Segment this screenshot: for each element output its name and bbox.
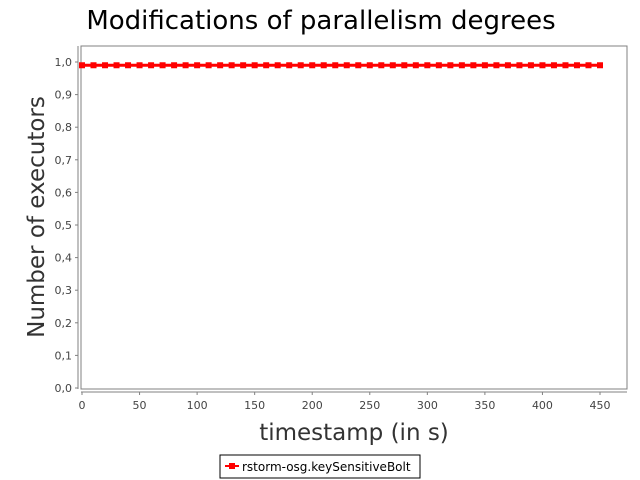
- data-point: [550, 62, 557, 69]
- data-point: [481, 62, 488, 69]
- data-point: [458, 62, 465, 69]
- legend-box: [219, 454, 421, 479]
- data-point: [240, 62, 247, 69]
- y-tick-label: 0,4: [55, 252, 73, 265]
- data-point: [424, 62, 431, 69]
- data-point: [504, 62, 511, 69]
- data-point: [102, 62, 109, 69]
- chart-title: Modifications of parallelism degrees: [86, 6, 555, 36]
- y-tick-label: 0,1: [55, 349, 73, 362]
- data-point: [159, 62, 166, 69]
- data-point: [389, 62, 396, 69]
- series-layer: [79, 62, 603, 69]
- legend-label: rstorm-osg.keySensitiveBolt: [242, 460, 411, 474]
- data-point: [205, 62, 212, 69]
- y-tick-label: 0,9: [55, 89, 73, 102]
- data-point: [217, 62, 224, 69]
- y-axis-title: Number of executors: [24, 96, 50, 338]
- data-point: [320, 62, 327, 69]
- data-point: [182, 62, 189, 69]
- y-tick-label: 0,8: [55, 121, 73, 134]
- data-point: [401, 62, 408, 69]
- data-point: [263, 62, 270, 69]
- y-tick-label: 0,7: [55, 154, 73, 167]
- x-tick-label: 50: [133, 399, 147, 412]
- data-point: [274, 62, 281, 69]
- data-point: [493, 62, 500, 69]
- x-axis-title: timestamp (in s): [259, 420, 449, 446]
- data-point: [171, 62, 178, 69]
- x-tick-label: 100: [187, 399, 208, 412]
- x-tick-label: 300: [417, 399, 438, 412]
- data-point: [366, 62, 373, 69]
- data-point: [412, 62, 419, 69]
- data-point: [539, 62, 546, 69]
- y-axis: 0,0 0,1 0,2 0,3 0,4 0,5 0,6 0,7 0,8 0,9 1,0: [55, 46, 79, 395]
- y-tick-label: 0,3: [55, 284, 73, 297]
- data-point: [343, 62, 350, 69]
- data-point: [527, 62, 534, 69]
- y-tick-label: 0,5: [55, 219, 73, 232]
- data-point: [125, 62, 132, 69]
- data-point: [228, 62, 235, 69]
- x-axis: 0 50 100 150 200 250 300 350 400 450: [79, 391, 627, 412]
- x-tick-label: 250: [359, 399, 380, 412]
- y-tick-label: 0,2: [55, 317, 73, 330]
- data-point: [585, 62, 592, 69]
- data-point: [297, 62, 304, 69]
- data-point: [435, 62, 442, 69]
- y-tick-label: 0,0: [55, 382, 73, 395]
- data-point: [251, 62, 258, 69]
- legend-marker-swatch: [229, 463, 235, 469]
- data-point: [516, 62, 523, 69]
- data-point: [447, 62, 454, 69]
- data-point: [90, 62, 97, 69]
- x-tick-label: 200: [302, 399, 323, 412]
- plot-area: [80, 45, 628, 390]
- data-point: [597, 62, 603, 69]
- x-tick-label: 400: [532, 399, 553, 412]
- x-tick-label: 150: [244, 399, 265, 412]
- data-point: [378, 62, 385, 69]
- x-tick-label: 350: [474, 399, 495, 412]
- x-tick-label: 450: [590, 399, 611, 412]
- data-point: [286, 62, 293, 69]
- y-tick-label: 1,0: [55, 56, 73, 69]
- legend: rstorm-osg.keySensitiveBolt: [219, 454, 421, 479]
- data-point: [194, 62, 201, 69]
- data-point: [562, 62, 569, 69]
- data-point: [355, 62, 362, 69]
- data-point: [470, 62, 477, 69]
- data-point: [113, 62, 120, 69]
- x-tick-label: 0: [79, 399, 86, 412]
- data-point: [148, 62, 155, 69]
- data-point: [136, 62, 143, 69]
- data-point: [309, 62, 316, 69]
- data-point: [573, 62, 580, 69]
- y-tick-label: 0,6: [55, 186, 73, 199]
- data-point: [332, 62, 339, 69]
- data-point: [79, 62, 85, 69]
